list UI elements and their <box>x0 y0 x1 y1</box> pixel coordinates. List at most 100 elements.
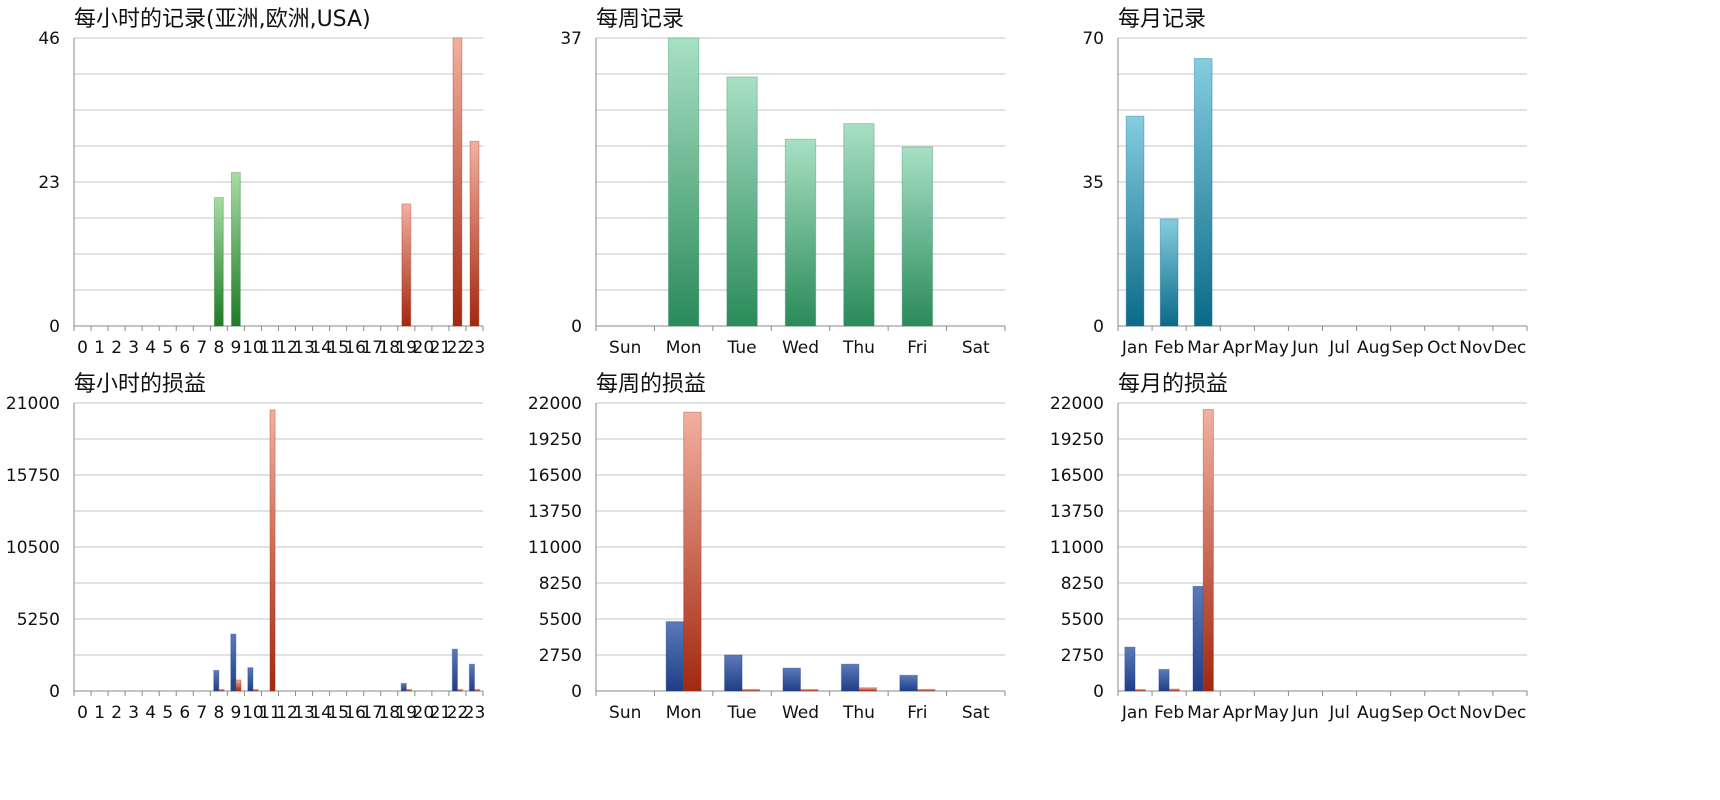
bar-series0-Mar <box>1192 585 1204 692</box>
x-tick-label: 23 <box>464 703 486 723</box>
bar-series1-10 <box>252 689 259 692</box>
x-tick-label: Dec <box>1494 338 1527 358</box>
x-tick-label: 16 <box>344 703 366 723</box>
y-tick-label: 46 <box>38 29 60 49</box>
y-tick-label: 19250 <box>1050 430 1104 450</box>
x-tick-label: 5 <box>162 703 173 723</box>
chart-title: 每周的损益 <box>596 372 706 397</box>
x-tick-label: 22 <box>447 338 469 358</box>
y-tick-label: 0 <box>571 317 582 337</box>
x-tick-label: 0 <box>77 338 88 358</box>
x-tick-label: Tue <box>727 338 757 358</box>
x-tick-label: 0 <box>77 703 88 723</box>
y-tick-label: 21000 <box>6 394 60 414</box>
y-tick-label: 23 <box>38 173 60 193</box>
chart-title: 每小时的损益 <box>74 372 206 397</box>
y-tick-label: 2750 <box>539 646 582 666</box>
bar-series0-Fri <box>899 674 918 692</box>
x-tick-label: 8 <box>213 703 224 723</box>
x-tick-label: 8 <box>213 338 224 358</box>
x-tick-label: Thu <box>842 703 875 723</box>
x-tick-label: Wed <box>782 338 819 358</box>
bar-series1-8 <box>218 689 225 692</box>
bar-series1-Fri <box>916 688 936 692</box>
y-tick-label: 13750 <box>1050 502 1104 522</box>
x-tick-label: 13 <box>293 338 315 358</box>
chart-title: 每周记录 <box>596 7 684 32</box>
x-tick-label: Oct <box>1427 703 1457 723</box>
x-tick-label: Wed <box>782 703 819 723</box>
bar-series0-Wed <box>782 667 802 692</box>
x-tick-label: 19 <box>395 338 417 358</box>
bar-series0-19 <box>400 682 407 692</box>
y-tick-label: 11000 <box>528 538 582 558</box>
x-tick-label: 11 <box>259 338 281 358</box>
x-tick-label: Jul <box>1328 703 1350 723</box>
chart-monthly-records: 每月记录 0 35 70 Jan Feb Mar Apr May Jun Jul Aug Sep Oct… <box>1044 0 1617 400</box>
chart-title: 每月的损益 <box>1118 372 1228 397</box>
x-tick-label: 9 <box>230 338 241 358</box>
chart-svg-weekly-pnl: 每周的损益 0 2750 5500 8250 11000 13750 16500 19250 2… <box>528 372 1006 723</box>
bar-series1-Wed <box>800 689 819 692</box>
x-tick-label: Fri <box>907 338 927 358</box>
x-tick-label: May <box>1254 338 1289 358</box>
bar-series1-Tue <box>741 689 761 692</box>
x-tick-label: 15 <box>327 338 349 358</box>
y-tick-label: 22000 <box>1050 394 1104 414</box>
y-tick-label: 15750 <box>6 466 60 486</box>
x-tick-label: Mar <box>1187 338 1219 358</box>
x-tick-label: 17 <box>361 338 383 358</box>
x-tick-label: Mon <box>666 703 702 723</box>
x-tick-label: 10 <box>242 703 264 723</box>
x-tick-label: Fri <box>907 703 927 723</box>
chart-hourly-records: 每小时的记录(亚洲,欧洲,USA) 0 23 46 0 1 2 3 4 5 6 7 8 9 10 11 12 1… <box>0 0 573 400</box>
x-tick-label: Aug <box>1357 703 1390 723</box>
x-tick-label: 18 <box>378 338 400 358</box>
x-tick-label: 20 <box>413 338 435 358</box>
bar-series0-Mon <box>665 621 685 692</box>
x-tick-label: 6 <box>179 703 190 723</box>
x-tick-label: 21 <box>430 338 452 358</box>
x-tick-label: 21 <box>430 703 452 723</box>
x-tick-label: Jan <box>1121 703 1148 723</box>
y-tick-label: 0 <box>1093 682 1104 702</box>
x-tick-label: 10 <box>242 338 264 358</box>
bar-series1-Mar <box>1202 409 1214 692</box>
y-tick-label: 16500 <box>1050 466 1104 486</box>
x-tick-label: Feb <box>1154 703 1184 723</box>
x-tick-label: Thu <box>842 338 875 358</box>
bar-series0-Thu <box>840 663 860 692</box>
x-tick-label: 9 <box>230 703 241 723</box>
chart-svg-weekly-records: 每周记录 0 37 Sun Mon Tue Wed Thu Fri Sat <box>560 7 1006 358</box>
x-tick-label: 4 <box>145 338 156 358</box>
y-tick-label: 19250 <box>528 430 582 450</box>
bar-Mon <box>667 37 700 327</box>
y-tick-label: 5500 <box>539 610 582 630</box>
y-tick-label: 13750 <box>528 502 582 522</box>
x-tick-label: Sep <box>1392 338 1424 358</box>
x-tick-label: 2 <box>111 338 122 358</box>
chart-title: 每小时的记录(亚洲,欧洲,USA) <box>74 7 371 32</box>
x-tick-label: Sun <box>609 703 641 723</box>
y-tick-label: 37 <box>560 29 582 49</box>
bar-8 <box>213 197 224 327</box>
x-tick-label: Oct <box>1427 338 1457 358</box>
x-tick-label: Jun <box>1291 703 1319 723</box>
x-tick-label: Sun <box>609 338 641 358</box>
bar-22 <box>452 37 463 327</box>
x-tick-label: Tue <box>727 703 757 723</box>
y-tick-label: 22000 <box>528 394 582 414</box>
bar-19 <box>401 203 412 327</box>
x-tick-label: Jun <box>1291 338 1319 358</box>
bar-Mar <box>1193 58 1213 327</box>
y-tick-label: 35 <box>1082 173 1104 193</box>
y-tick-label: 0 <box>49 317 60 337</box>
x-tick-label: 3 <box>128 703 139 723</box>
x-tick-label: Nov <box>1459 338 1492 358</box>
x-tick-label: 13 <box>293 703 315 723</box>
bar-series1-22 <box>456 689 464 692</box>
x-tick-label: 7 <box>196 338 207 358</box>
y-tick-label: 0 <box>1093 317 1104 337</box>
